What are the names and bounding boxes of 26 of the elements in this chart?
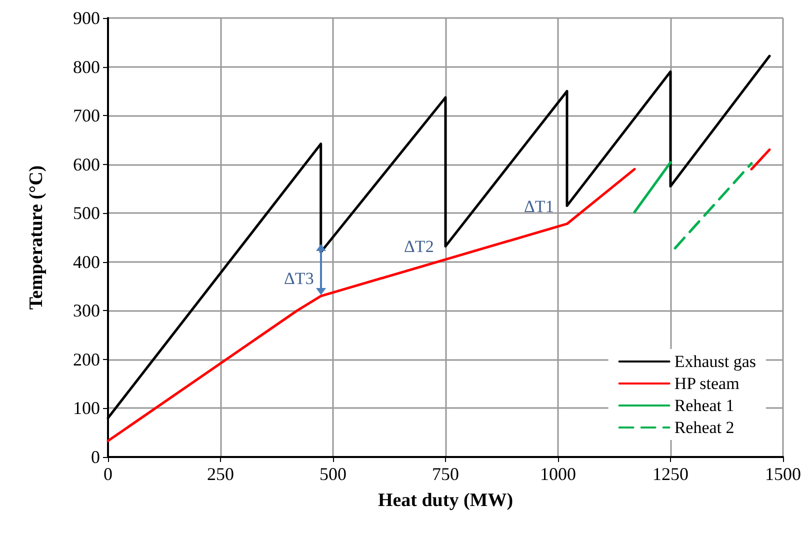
annotation: ΔT1 [524,197,554,216]
y-tick-label: 800 [73,56,100,77]
y-tick-label: 500 [73,203,100,224]
y-tick-label: 300 [73,300,100,321]
y-tick-label: 100 [73,398,100,418]
legend-label: HP steam [674,374,740,393]
y-tick-label: 200 [73,349,100,370]
x-tick-label: 0 [104,464,112,484]
x-tick-label: 250 [207,464,234,484]
annotation: ΔT3 [284,269,314,288]
x-tick-label: 1500 [765,464,801,484]
x-tick-label: 750 [432,464,459,484]
legend-label: Exhaust gas [674,352,756,371]
x-tick-label: 1000 [540,464,576,484]
y-tick-label: 700 [73,106,100,126]
x-tick-label: 500 [320,464,346,484]
legend-label: Reheat 1 [674,396,734,415]
annotation: ΔT2 [404,237,434,256]
y-tick-label: 600 [73,154,100,174]
y-tick-label: 0 [91,447,100,467]
y-tick-label: 900 [73,8,100,28]
y-tick-label: 400 [73,252,100,272]
y-axis-title: Temperature (°C) [26,165,47,310]
legend-label: Reheat 2 [674,418,734,437]
x-axis-title: Heat duty (MW) [378,490,514,511]
x-tick-label: 1250 [652,464,688,484]
